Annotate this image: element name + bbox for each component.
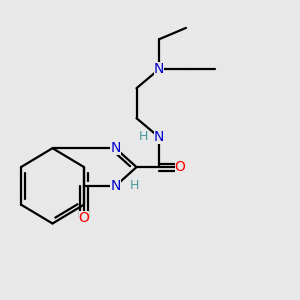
Text: H: H: [129, 178, 139, 192]
Text: N: N: [110, 141, 121, 155]
Text: H: H: [139, 130, 148, 143]
Text: O: O: [175, 160, 185, 174]
Text: N: N: [154, 130, 164, 144]
Text: N: N: [110, 179, 121, 193]
Text: N: N: [154, 62, 164, 76]
Text: O: O: [79, 211, 89, 224]
